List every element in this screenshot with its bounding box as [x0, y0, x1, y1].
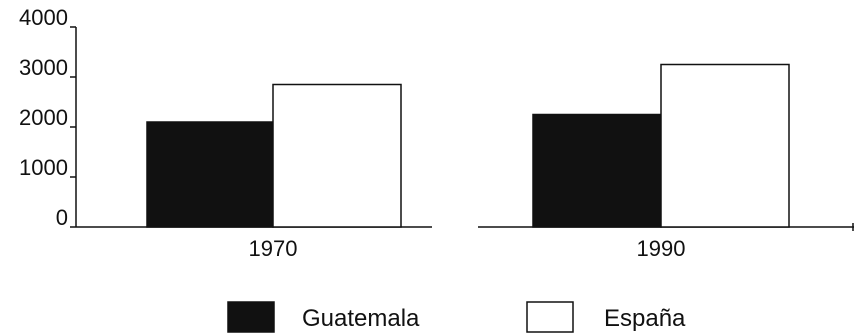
legend-swatch-guatemala	[227, 301, 275, 333]
y-tick-label: 1000	[19, 155, 68, 180]
x-tick-label: 1990	[637, 236, 686, 261]
bar-espana-1990	[660, 63, 790, 228]
legend-label-espana: España	[604, 305, 686, 332]
y-tick-label: 4000	[19, 5, 68, 30]
legend-swatch-espana	[526, 301, 574, 333]
bar-guatemala-1970	[146, 121, 274, 228]
bar-espana-1970	[272, 83, 402, 228]
x-axis-labels: 1970 1990	[249, 236, 686, 261]
y-tick-label: 2000	[19, 105, 68, 130]
x-tick-label: 1970	[249, 236, 298, 261]
bars	[146, 63, 790, 228]
bar-guatemala-1990	[532, 113, 662, 228]
legend-label-guatemala: Guatemala	[302, 305, 420, 332]
y-tick-label: 0	[56, 205, 68, 230]
y-axis-ticks: 0 1000 2000 3000 4000	[19, 5, 76, 230]
legend: Guatemala España	[227, 301, 686, 333]
y-tick-label: 3000	[19, 55, 68, 80]
